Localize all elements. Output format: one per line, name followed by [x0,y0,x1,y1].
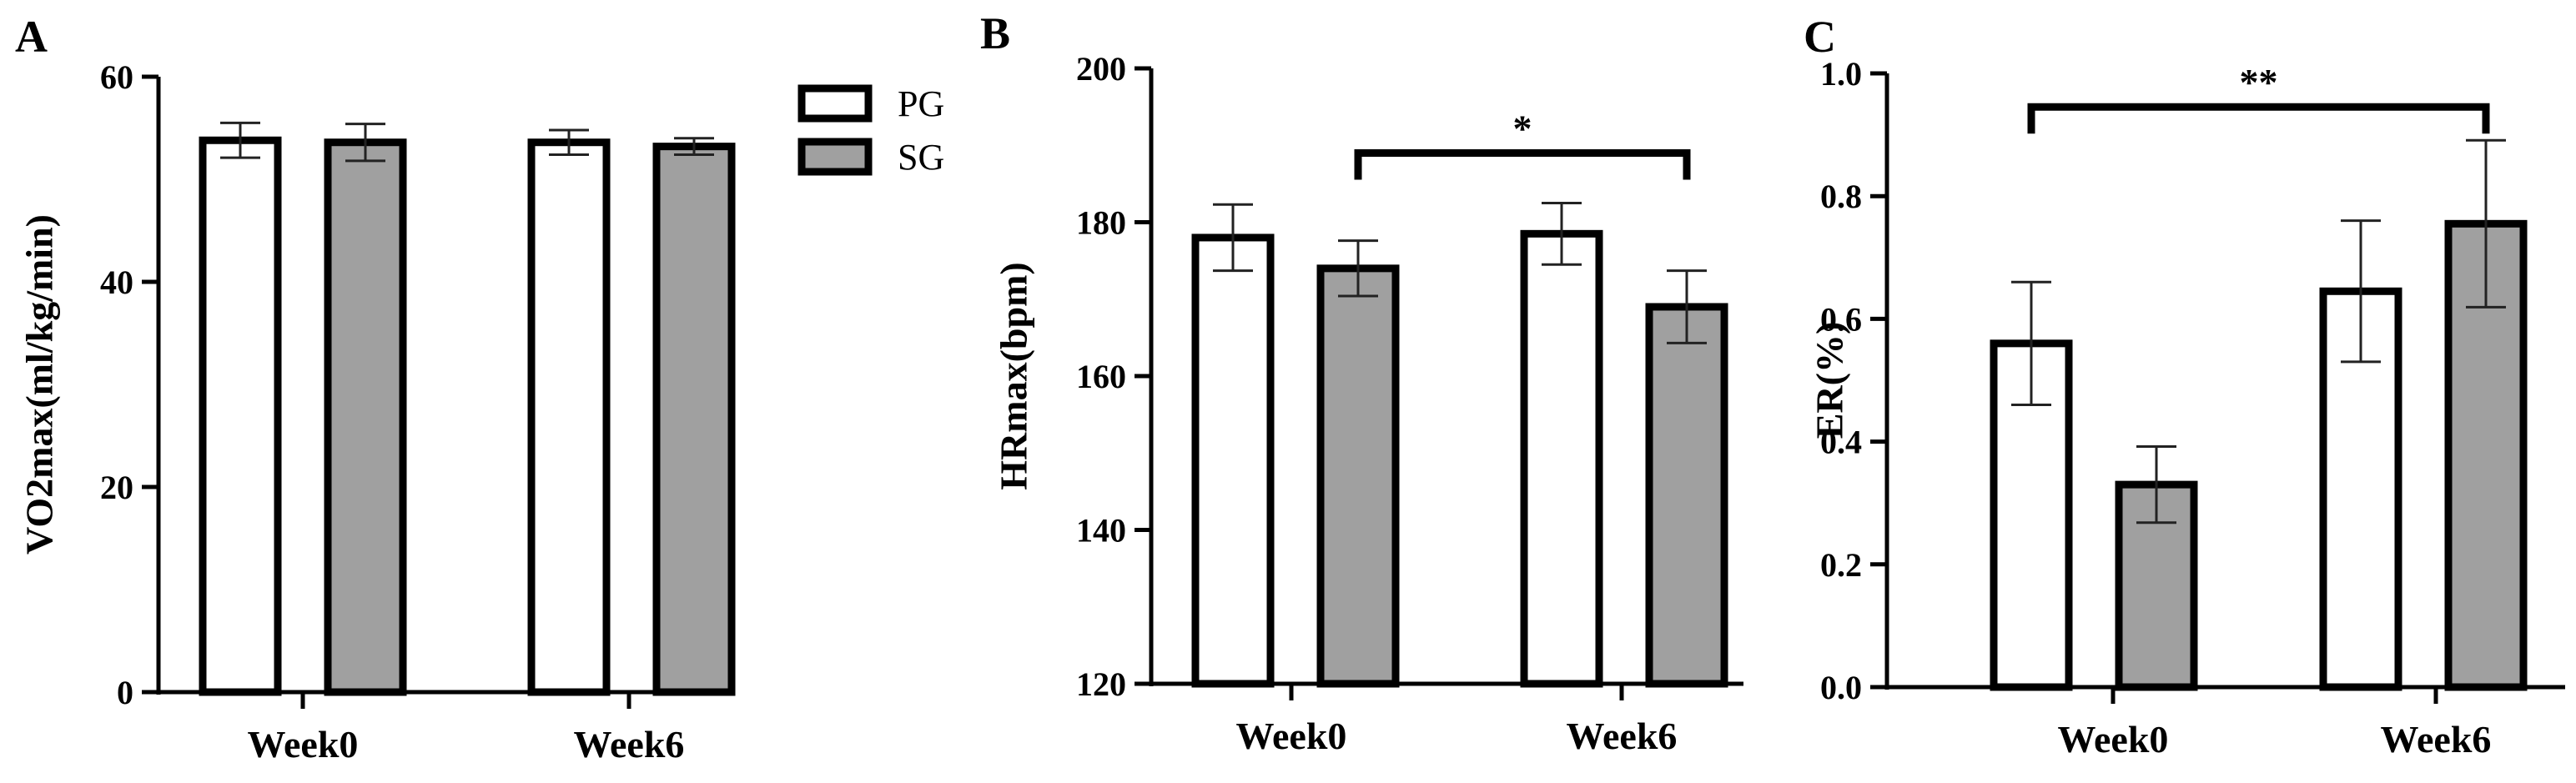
y-tick-label: 20 [100,469,133,506]
y-tick-label: 60 [100,58,133,96]
panel-c: C ER(%) 0.0 0.2 0.4 0.6 0.8 1.0 Week0 Week6 ** [1804,12,2565,760]
y-axis-label: ER(%) [1809,322,1851,439]
legend: PG SG [797,83,944,178]
y-tick-label: 0.2 [1820,546,1862,584]
y-tick-label: 0 [117,674,133,711]
bar-pg-week0 [1191,233,1275,688]
y-tick-label: 120 [1076,665,1126,703]
legend-label-pg: PG [898,83,944,124]
bar-sg-week6 [1645,303,1728,688]
y-tick-label: 160 [1076,358,1126,395]
x-tick-label: Week0 [1236,715,1347,757]
y-tick-label: 0.8 [1820,178,1862,215]
y-tick-label: 200 [1076,50,1126,88]
y-tick-label: 180 [1076,204,1126,242]
significance-label: * [1513,107,1532,149]
bar-sg-week0 [1316,264,1400,688]
significance-label: ** [2240,61,2278,103]
y-axis-label: VO2max(ml/kg/min) [18,214,61,555]
panel-letter: C [1804,12,1836,62]
x-tick-label: Week0 [2058,718,2169,760]
y-tick-label: 0.4 [1820,424,1862,461]
y-tick-label: 1.0 [1820,55,1862,93]
bar-pg-week6 [1520,229,1603,688]
y-tick-label: 40 [100,264,133,301]
y-axis-label: HRmax(bpm) [993,262,1035,489]
y-tick-label: 0.6 [1820,300,1862,338]
panel-a: A VO2max(ml/kg/min) 0 20 40 60 Week0 Week6 [15,12,736,765]
legend-swatch-sg [797,138,873,176]
panel-b: B HRmax(bpm) 120 140 160 180 200 Week0 Week6 * [980,8,1743,757]
bar-sg-week6 [652,143,736,696]
bar-pg-week0 [199,136,282,696]
bar-sg-week0 [324,138,407,696]
bar-pg-week6 [527,138,611,696]
significance-bracket [1354,148,1691,180]
y-tick-label: 140 [1076,512,1126,550]
panel-letter: A [15,12,48,62]
x-tick-label: Week6 [2381,718,2492,760]
panel-letter: B [980,8,1010,58]
legend-label-sg: SG [898,137,944,178]
x-tick-label: Week6 [1567,715,1678,757]
legend-swatch-pg [797,84,873,123]
x-tick-label: Week6 [574,723,685,765]
y-tick-label: 0.0 [1820,669,1862,706]
significance-bracket [2027,103,2490,134]
x-tick-label: Week0 [248,723,359,765]
